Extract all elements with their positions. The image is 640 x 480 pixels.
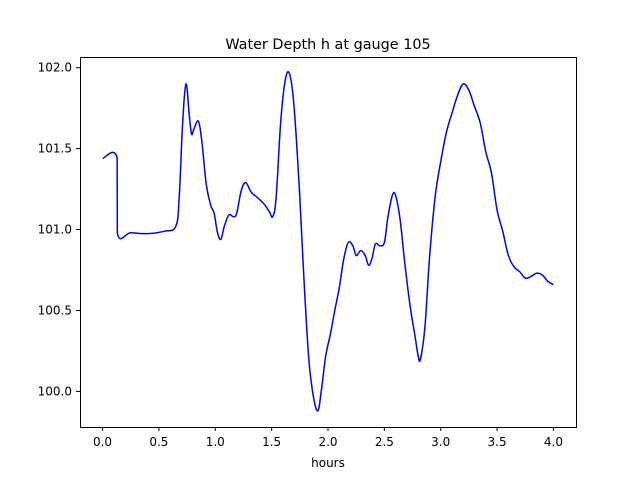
x-tick-label: 0.5 xyxy=(149,435,168,449)
y-tick-label: 101.5 xyxy=(38,142,72,156)
y-axis: 100.0 100.5 101.0 101.5 102.0 xyxy=(38,61,80,398)
x-tick-label: 2.5 xyxy=(375,435,394,449)
x-tick-label: 0.0 xyxy=(93,435,112,449)
y-tick-label: 100.5 xyxy=(38,303,72,317)
plot-area xyxy=(102,71,554,412)
x-axis: 0.0 0.5 1.0 1.5 2.0 2.5 3.0 3.5 4.0 xyxy=(93,427,563,449)
y-tick-label: 100.0 xyxy=(38,384,72,398)
x-axis-label: hours xyxy=(311,456,345,470)
series-line-water-depth xyxy=(102,71,554,412)
x-tick-label: 3.5 xyxy=(488,435,507,449)
x-tick-label: 1.0 xyxy=(206,435,225,449)
x-tick-label: 2.0 xyxy=(318,435,337,449)
x-tick-label: 1.5 xyxy=(262,435,281,449)
x-tick-label: 4.0 xyxy=(544,435,563,449)
chart-title: Water Depth h at gauge 105 xyxy=(225,37,430,53)
x-tick-label: 3.0 xyxy=(431,435,450,449)
y-tick-label: 101.0 xyxy=(38,223,72,237)
plot-frame xyxy=(80,57,577,428)
y-tick-label: 102.0 xyxy=(38,61,72,75)
